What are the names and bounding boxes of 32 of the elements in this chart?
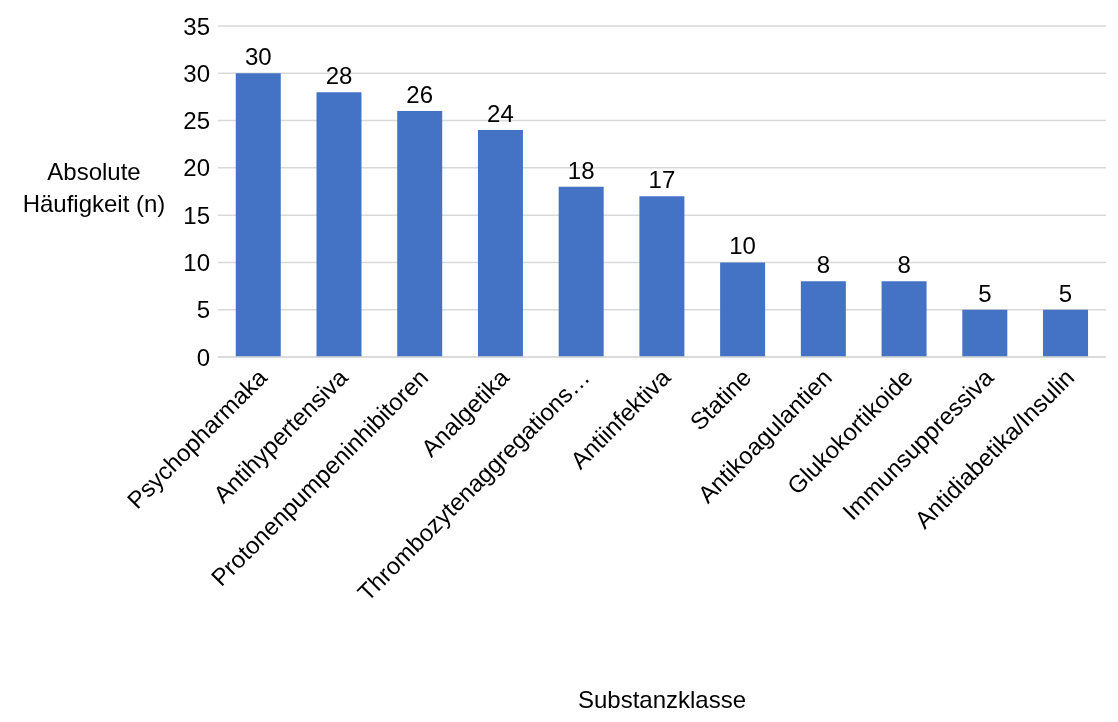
- x-axis-title: Substanzklasse: [577, 686, 747, 713]
- data-label: 18: [567, 156, 595, 184]
- bar: [720, 262, 766, 357]
- bar: [397, 111, 443, 357]
- data-label: 17: [648, 166, 676, 194]
- bar: [639, 196, 685, 357]
- data-label: 5: [1058, 279, 1073, 307]
- bar: [316, 92, 362, 357]
- y-tick-label: 0: [196, 343, 210, 371]
- bar: [477, 130, 523, 357]
- y-tick-label: 10: [183, 248, 210, 276]
- data-label: 8: [897, 251, 911, 279]
- bar: [1043, 309, 1089, 357]
- data-label: 26: [406, 81, 434, 109]
- data-label: 5: [978, 279, 992, 307]
- y-tick-label: 35: [183, 12, 210, 40]
- bar: [962, 309, 1008, 357]
- y-tick-label: 30: [183, 59, 210, 87]
- y-tick-label: 5: [196, 296, 210, 324]
- y-tick-label: 25: [183, 107, 210, 135]
- y-axis-title: Absolute Häufigkeit (n): [22, 157, 166, 217]
- bar: [235, 73, 281, 357]
- data-label: 10: [729, 232, 756, 260]
- y-tick-label: 20: [183, 154, 210, 182]
- data-label: 28: [325, 62, 353, 90]
- data-label: 24: [487, 100, 514, 128]
- data-label: 8: [816, 251, 831, 279]
- bar: [881, 281, 927, 357]
- y-tick-label: 15: [183, 201, 210, 229]
- data-label: 30: [244, 43, 272, 71]
- bar: [558, 186, 604, 357]
- bar: [800, 281, 846, 357]
